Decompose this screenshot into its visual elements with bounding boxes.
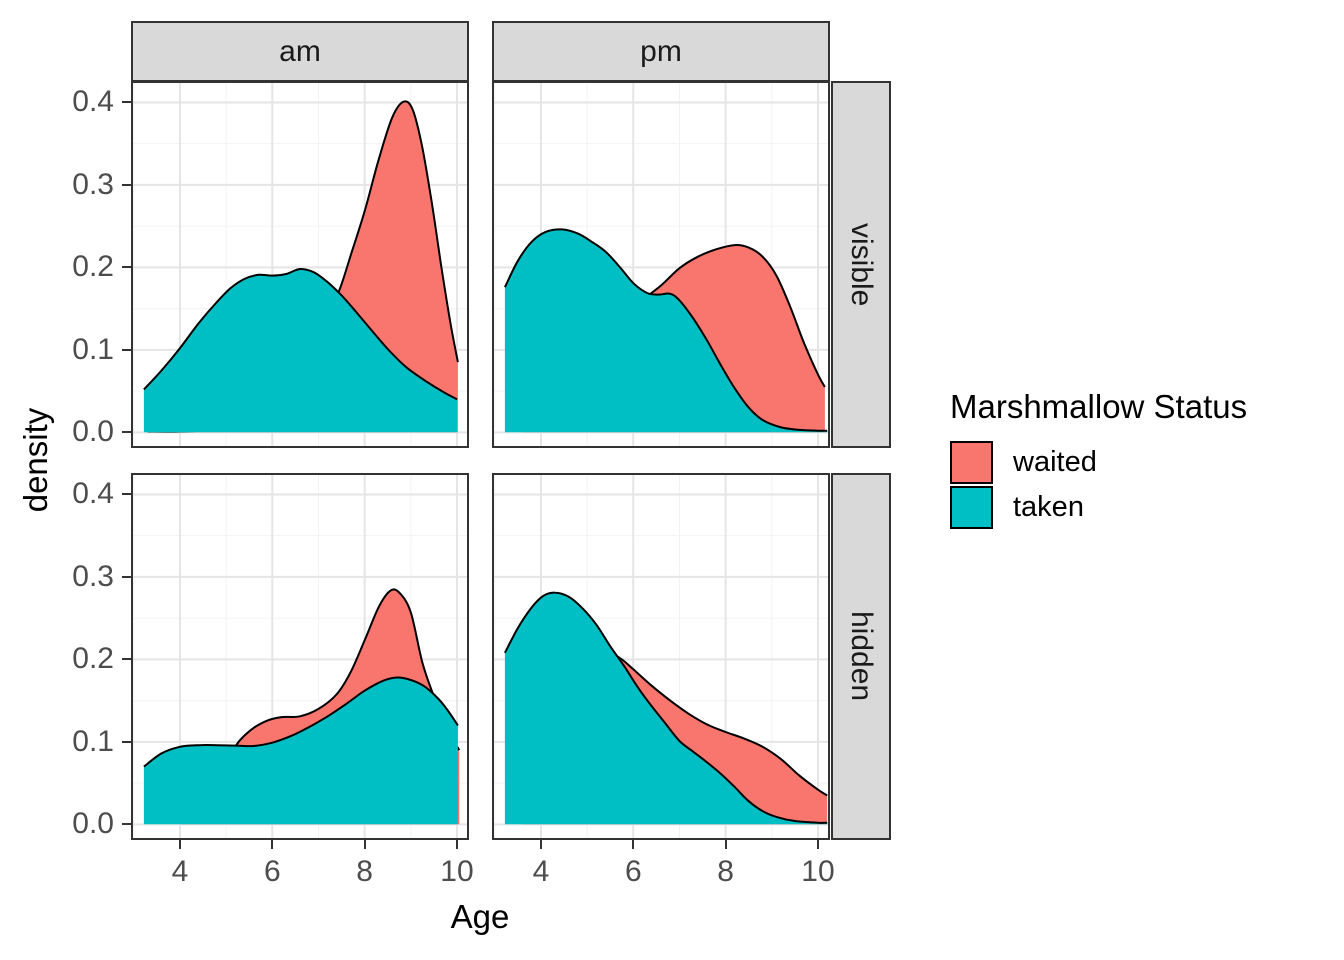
- y-axis-tick-label: 0.4: [72, 85, 114, 119]
- panel-am-hidden: [131, 473, 469, 840]
- y-axis-tick-label: 0.2: [72, 250, 114, 284]
- x-axis-tick-label: 10: [440, 855, 474, 888]
- y-axis-tick-label: 0.1: [72, 332, 114, 366]
- y-axis-tick-label: 0.3: [72, 167, 114, 201]
- facet-row-label-hidden: hidden: [845, 611, 878, 702]
- y-axis-tick: [122, 493, 131, 496]
- panel-border: [492, 81, 830, 448]
- y-axis-tick: [122, 740, 131, 743]
- y-axis-tick-label: 0.2: [72, 642, 114, 676]
- x-axis-title: Age: [450, 898, 510, 935]
- facet-row-strip-visible: visible: [831, 81, 891, 448]
- x-axis-tick: [539, 840, 542, 849]
- panel-border: [492, 473, 830, 840]
- panel-border: [131, 473, 469, 840]
- panel-pm-visible: [492, 81, 830, 448]
- legend-item-taken: taken: [950, 485, 1247, 530]
- density-area-taken: [143, 676, 459, 825]
- density-area-taken: [143, 267, 458, 433]
- density-area-taken: [504, 591, 828, 825]
- y-axis-tick-label: 0.0: [72, 415, 114, 449]
- x-axis-tick: [178, 840, 181, 849]
- x-axis-tick-label: 6: [624, 855, 642, 888]
- y-axis-tick-label: 0.1: [72, 724, 114, 758]
- x-axis-tick-label: 8: [356, 855, 373, 888]
- x-axis-tick: [271, 840, 274, 849]
- x-axis-tick-label: 4: [171, 855, 189, 888]
- facet-col-strip-am: am: [131, 21, 469, 82]
- x-axis-tick: [455, 840, 458, 849]
- y-axis-tick: [122, 658, 131, 661]
- y-axis-tick-label: 0.3: [72, 559, 114, 593]
- facet-col-label-am: am: [279, 34, 321, 68]
- legend-label-waited: waited: [1013, 446, 1097, 478]
- legend: Marshmallow Status waited taken: [950, 388, 1247, 530]
- legend-swatch-waited: [950, 441, 993, 484]
- y-axis-tick: [122, 575, 131, 578]
- panel-am-visible: [131, 81, 469, 448]
- y-axis-tick-label: 0.0: [72, 807, 114, 841]
- y-axis-tick: [122, 101, 131, 104]
- x-axis-tick: [816, 840, 819, 849]
- facet-col-label-pm: pm: [640, 34, 682, 68]
- y-axis-tick-label: 0.4: [72, 477, 114, 511]
- y-axis-tick: [122, 348, 131, 351]
- x-axis-tick-label: 6: [263, 855, 281, 888]
- x-axis-tick-label: 4: [532, 855, 550, 888]
- facet-row-label-visible: visible: [845, 222, 878, 307]
- y-axis-tick: [122, 823, 131, 826]
- x-axis-tick: [363, 840, 366, 849]
- legend-item-waited: waited: [950, 440, 1247, 485]
- y-axis-tick: [122, 266, 131, 269]
- x-axis-tick: [632, 840, 635, 849]
- x-axis-tick: [724, 840, 727, 849]
- x-axis-tick-label: 8: [717, 855, 734, 888]
- legend-title: Marshmallow Status: [950, 388, 1248, 425]
- legend-swatch-taken: [950, 486, 993, 529]
- facet-col-strip-pm: pm: [492, 21, 830, 82]
- density-area-taken: [504, 228, 828, 433]
- y-axis-tick: [122, 183, 131, 186]
- facet-row-strip-hidden: hidden: [831, 473, 891, 840]
- y-axis-tick: [122, 431, 131, 434]
- panel-pm-hidden: [492, 473, 830, 840]
- legend-label-taken: taken: [1013, 491, 1084, 523]
- panel-border: [131, 81, 469, 448]
- x-axis-tick-label: 10: [801, 855, 835, 888]
